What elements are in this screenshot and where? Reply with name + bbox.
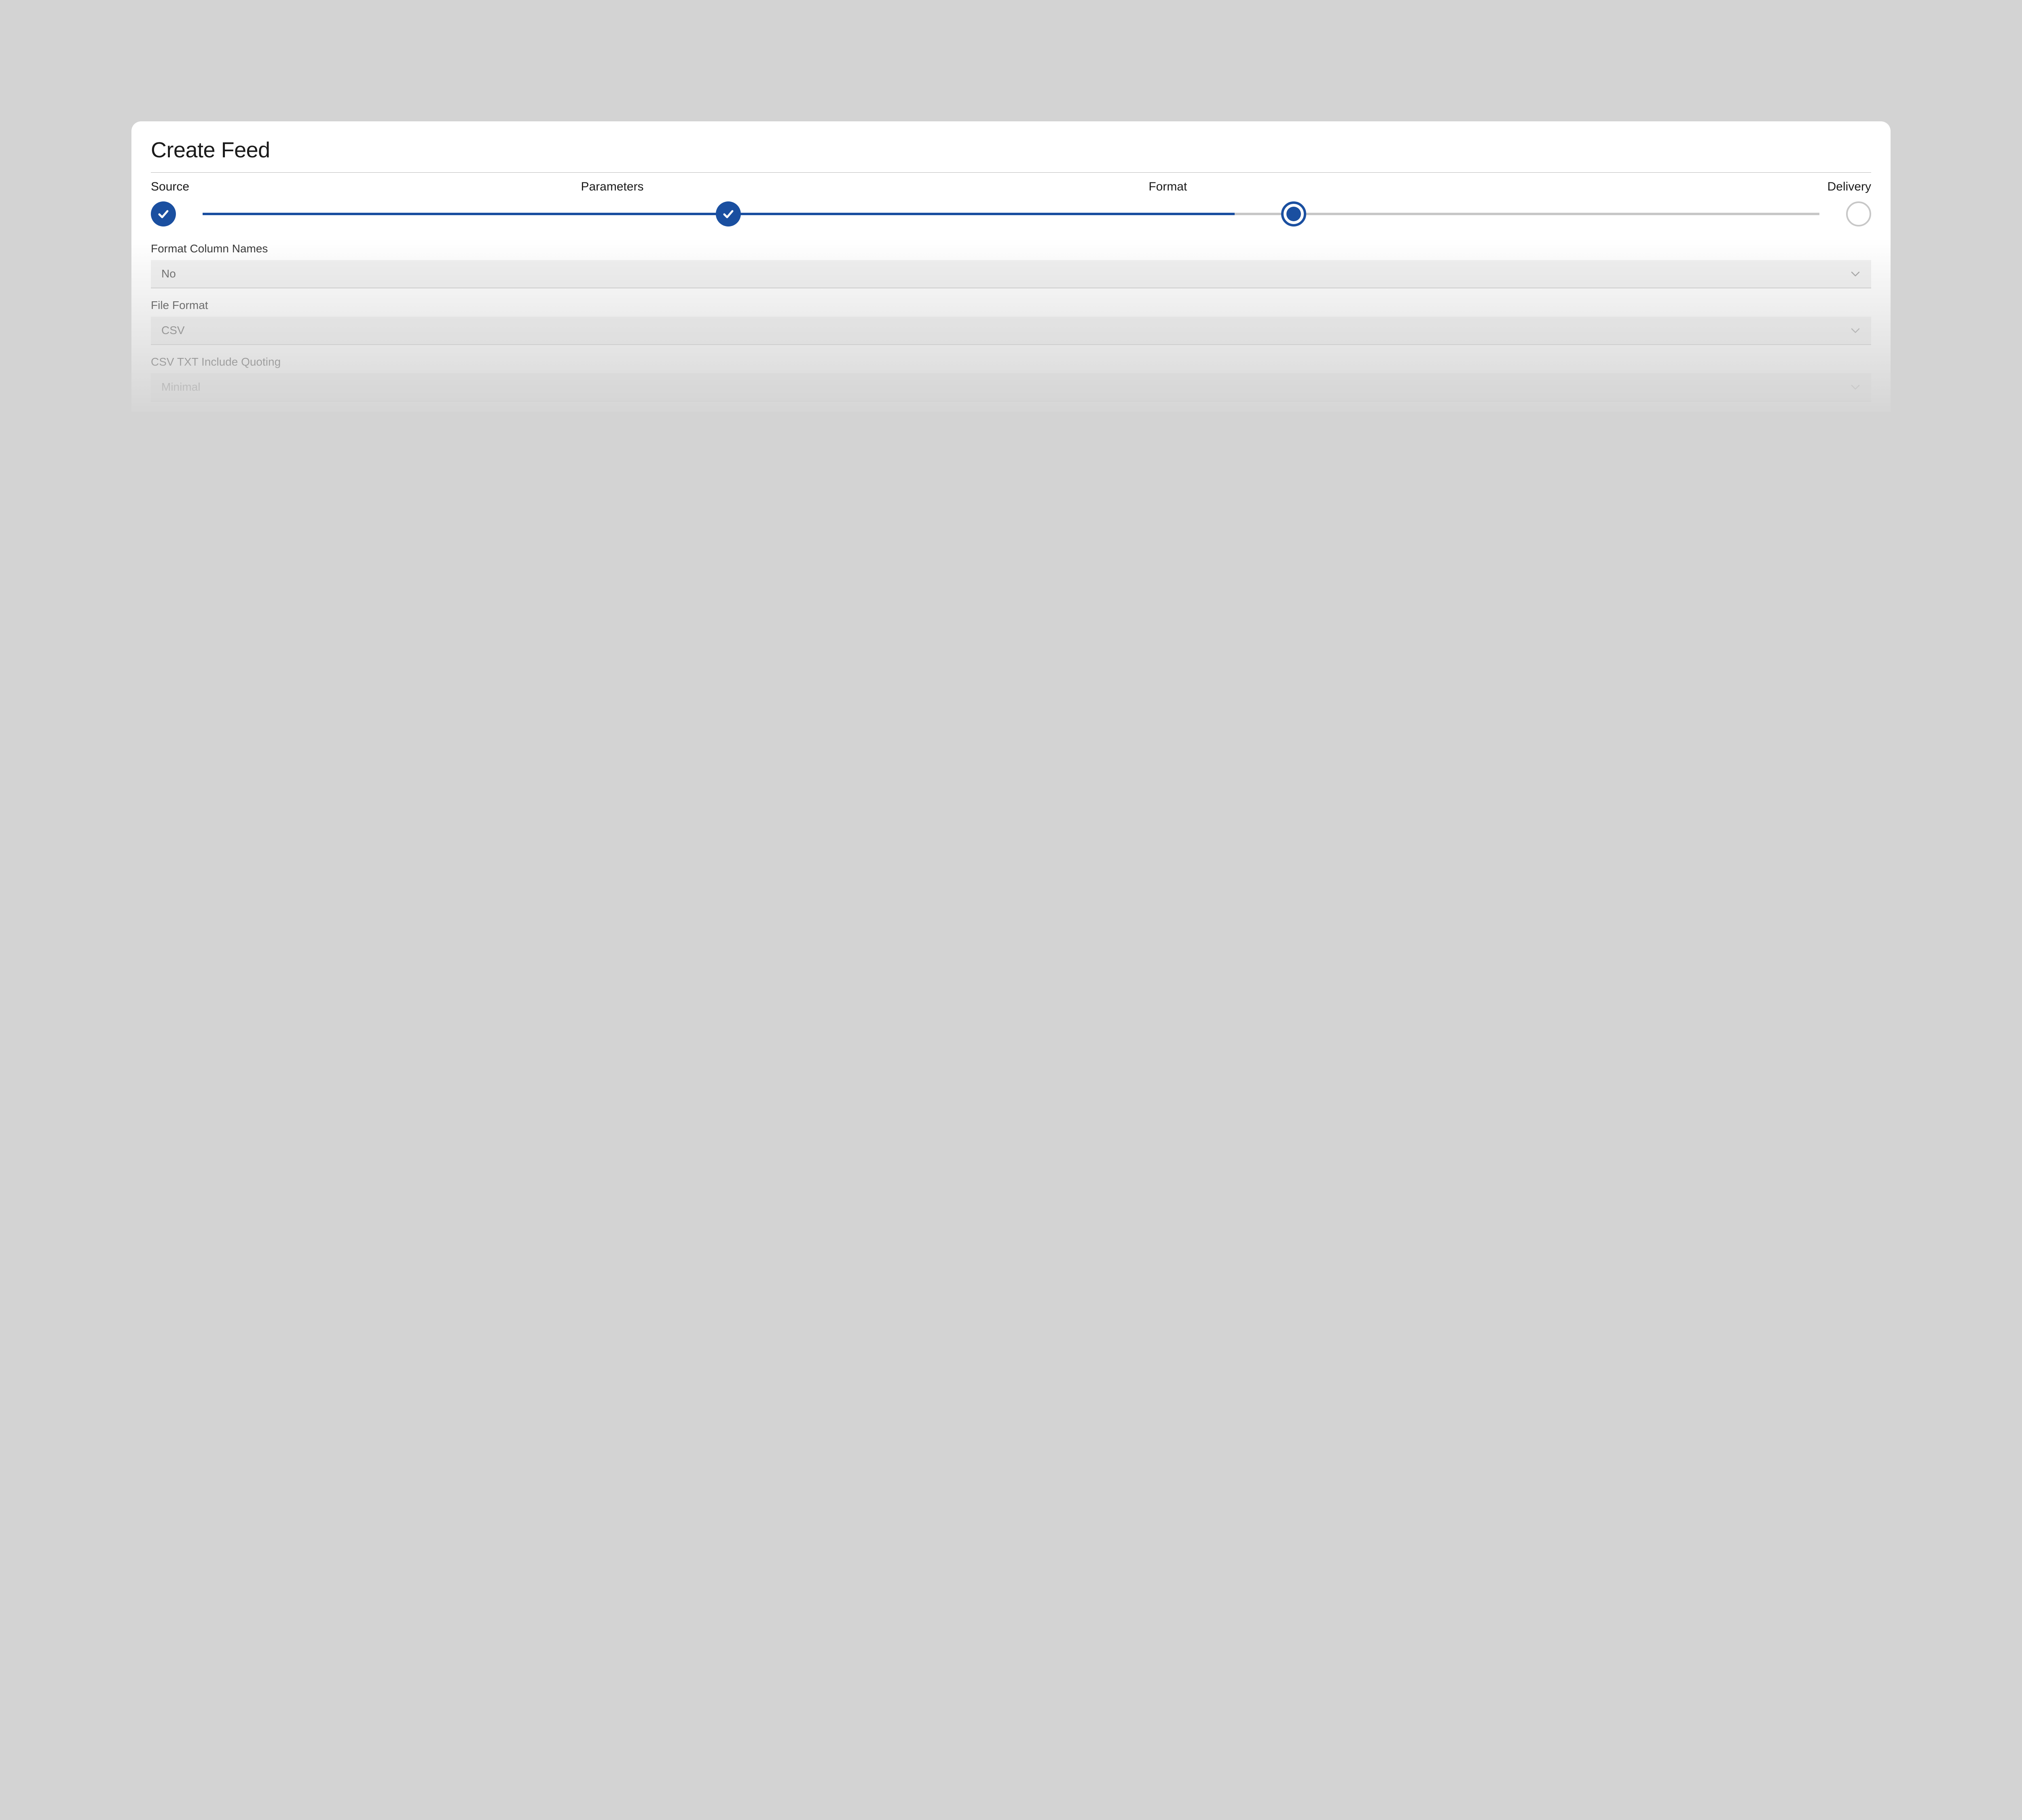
field-label: CSV TXT Include Quoting <box>151 356 1871 368</box>
step-labels-row: Source Parameters Format Delivery <box>151 180 1871 194</box>
chevron-down-icon <box>1850 325 1861 336</box>
field-file-format: File Format CSV <box>151 299 1871 345</box>
select-format-column-names[interactable]: No <box>151 260 1871 288</box>
step-label-parameters[interactable]: Parameters <box>512 180 942 194</box>
track-segment-3 <box>1235 213 1819 215</box>
field-label: Format Column Names <box>151 242 1871 255</box>
step-node-delivery[interactable] <box>1846 201 1871 226</box>
step-node-source[interactable] <box>151 201 176 226</box>
wizard-stepper: Source Parameters Format Delivery <box>151 180 1871 227</box>
track-segment-2 <box>719 213 1235 215</box>
chevron-down-icon <box>1850 382 1861 392</box>
select-value: CSV <box>161 324 185 337</box>
select-value: Minimal <box>161 381 200 394</box>
step-label-source[interactable]: Source <box>151 180 512 194</box>
select-value: No <box>161 267 176 280</box>
step-node-parameters[interactable] <box>716 201 741 226</box>
step-label-delivery[interactable]: Delivery <box>1510 180 1871 194</box>
check-icon <box>722 208 734 220</box>
track-segment-1 <box>203 213 719 215</box>
select-file-format[interactable]: CSV <box>151 317 1871 345</box>
check-icon <box>157 208 169 220</box>
field-csv-txt-include-quoting: CSV TXT Include Quoting Minimal <box>151 356 1871 402</box>
select-csv-txt-include-quoting[interactable]: Minimal <box>151 373 1871 402</box>
title-divider <box>151 172 1871 173</box>
step-node-format[interactable] <box>1281 201 1306 226</box>
chevron-down-icon <box>1850 269 1861 279</box>
page-title: Create Feed <box>151 138 1871 163</box>
create-feed-card: Create Feed Source Parameters Format Del… <box>131 121 1891 412</box>
step-label-format[interactable]: Format <box>942 180 1510 194</box>
field-format-column-names: Format Column Names No <box>151 242 1871 288</box>
step-track <box>151 201 1871 227</box>
field-label: File Format <box>151 299 1871 312</box>
